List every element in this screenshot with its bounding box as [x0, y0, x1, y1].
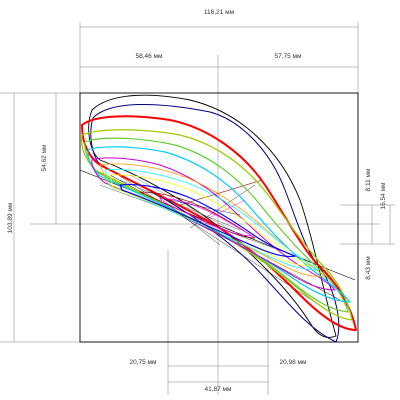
- dim-right-lower: 8,43 мм: [365, 256, 372, 280]
- dimension-labels: 116,21 мм 58,46 мм 57,75 мм 103,89 мм 54…: [7, 9, 387, 393]
- dim-right-total: 16,54 мм: [380, 182, 387, 210]
- blade-profiles: [80, 94, 357, 343]
- dim-right-upper: 8,11 мм: [365, 168, 372, 191]
- profile-cyan: [87, 146, 351, 303]
- profile-magenta-small: [159, 197, 253, 237]
- profile-lightcyan: [104, 169, 319, 271]
- profile-yellowgreen: [80, 129, 353, 321]
- dim-bottom-total: 41,87 мм: [204, 386, 232, 393]
- dim-bottom-right: 20,98 мм: [279, 359, 307, 366]
- construction-lines: [119, 174, 251, 246]
- drawing-frame: [79, 92, 359, 343]
- dim-left-width: 58,46 мм: [135, 53, 163, 60]
- profile-red: [81, 115, 357, 331]
- dim-right-width: 57,75 мм: [274, 53, 302, 60]
- profile-darkred: [139, 191, 256, 239]
- profile-blue: [119, 183, 296, 258]
- dim-bottom-left: 20,75 мм: [129, 359, 157, 366]
- dim-upper-height: 54,62 мм: [41, 144, 48, 172]
- dim-total-width: 116,21 мм: [204, 9, 235, 16]
- dim-total-height: 103,89 мм: [7, 202, 14, 233]
- dimension-lines: [0, 22, 395, 395]
